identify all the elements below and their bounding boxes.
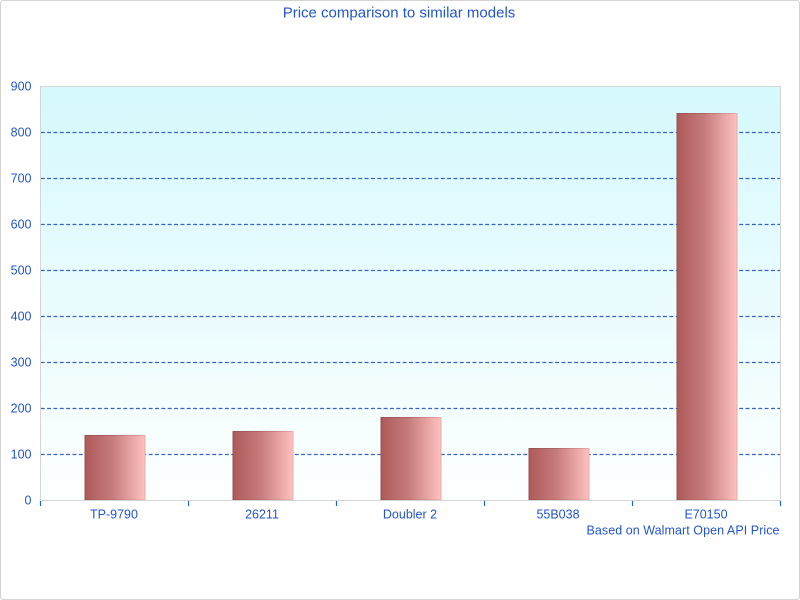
svg-text:300: 300 bbox=[11, 356, 32, 370]
svg-text:Price comparison to similar mo: Price comparison to similar models bbox=[283, 5, 516, 22]
svg-text:E70150: E70150 bbox=[684, 508, 727, 522]
svg-text:800: 800 bbox=[11, 126, 32, 140]
svg-text:0: 0 bbox=[25, 494, 32, 508]
svg-text:TP-9790: TP-9790 bbox=[90, 508, 138, 522]
svg-text:500: 500 bbox=[11, 264, 32, 278]
svg-text:Based on Walmart Open API Pric: Based on Walmart Open API Price bbox=[587, 524, 780, 538]
svg-text:Doubler 2: Doubler 2 bbox=[383, 508, 437, 522]
svg-text:100: 100 bbox=[11, 448, 32, 462]
svg-text:700: 700 bbox=[11, 172, 32, 186]
svg-text:900: 900 bbox=[11, 80, 32, 94]
svg-text:55B038: 55B038 bbox=[536, 508, 579, 522]
svg-text:26211: 26211 bbox=[245, 508, 279, 522]
svg-text:400: 400 bbox=[11, 310, 32, 324]
svg-text:200: 200 bbox=[11, 402, 32, 416]
svg-text:600: 600 bbox=[11, 218, 32, 232]
